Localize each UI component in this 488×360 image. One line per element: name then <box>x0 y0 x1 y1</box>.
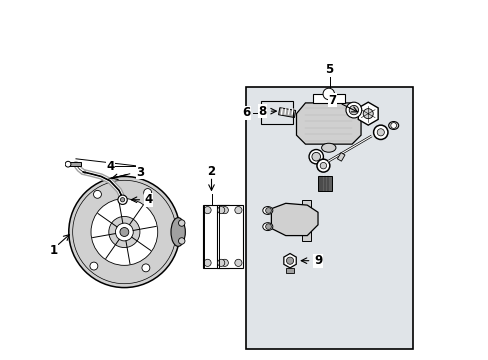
Circle shape <box>376 129 384 136</box>
Ellipse shape <box>388 122 398 130</box>
Circle shape <box>373 125 387 139</box>
Circle shape <box>234 259 242 266</box>
Circle shape <box>320 162 326 169</box>
Text: 8: 8 <box>258 105 266 118</box>
Bar <box>260 101 292 125</box>
Ellipse shape <box>321 143 335 152</box>
Polygon shape <box>358 102 377 125</box>
Circle shape <box>308 149 323 164</box>
Circle shape <box>203 207 211 214</box>
Text: 7: 7 <box>327 94 336 107</box>
Text: 9: 9 <box>313 254 322 267</box>
Circle shape <box>286 257 293 264</box>
Circle shape <box>142 264 149 272</box>
Circle shape <box>143 189 151 197</box>
Bar <box>312 94 344 103</box>
Circle shape <box>178 220 184 226</box>
Bar <box>246 87 412 348</box>
Circle shape <box>217 207 224 214</box>
Bar <box>203 205 228 268</box>
Text: 2: 2 <box>207 165 215 177</box>
Circle shape <box>120 198 124 202</box>
Ellipse shape <box>262 207 272 215</box>
Polygon shape <box>296 103 360 144</box>
Circle shape <box>69 176 180 288</box>
Circle shape <box>217 259 224 266</box>
Text: 5: 5 <box>325 63 333 76</box>
Circle shape <box>93 190 101 198</box>
Circle shape <box>265 208 271 213</box>
Text: 4: 4 <box>106 160 115 173</box>
Circle shape <box>91 199 158 265</box>
Text: 1: 1 <box>49 244 57 257</box>
Bar <box>69 162 81 166</box>
Circle shape <box>311 152 320 161</box>
Circle shape <box>265 224 271 229</box>
Circle shape <box>234 207 242 214</box>
Circle shape <box>346 102 361 118</box>
Bar <box>317 176 331 192</box>
Circle shape <box>120 228 128 237</box>
Ellipse shape <box>262 223 272 230</box>
Circle shape <box>115 223 133 241</box>
Circle shape <box>348 105 358 115</box>
Bar <box>217 205 242 268</box>
Ellipse shape <box>171 218 185 246</box>
Circle shape <box>316 159 329 172</box>
Circle shape <box>323 88 334 100</box>
Text: 4: 4 <box>144 193 152 206</box>
Bar <box>301 200 310 241</box>
Bar <box>337 153 345 161</box>
Circle shape <box>221 207 228 214</box>
Text: 6: 6 <box>242 107 250 120</box>
Circle shape <box>65 161 71 167</box>
Circle shape <box>363 109 372 119</box>
Circle shape <box>221 259 228 266</box>
Circle shape <box>178 238 184 244</box>
Polygon shape <box>283 253 296 268</box>
Circle shape <box>108 216 140 248</box>
Text: 3: 3 <box>136 166 144 179</box>
Bar <box>286 268 293 273</box>
Circle shape <box>90 262 98 270</box>
Circle shape <box>390 123 396 129</box>
Polygon shape <box>271 203 317 235</box>
Bar <box>278 108 295 117</box>
Circle shape <box>203 259 211 266</box>
Circle shape <box>118 195 127 204</box>
